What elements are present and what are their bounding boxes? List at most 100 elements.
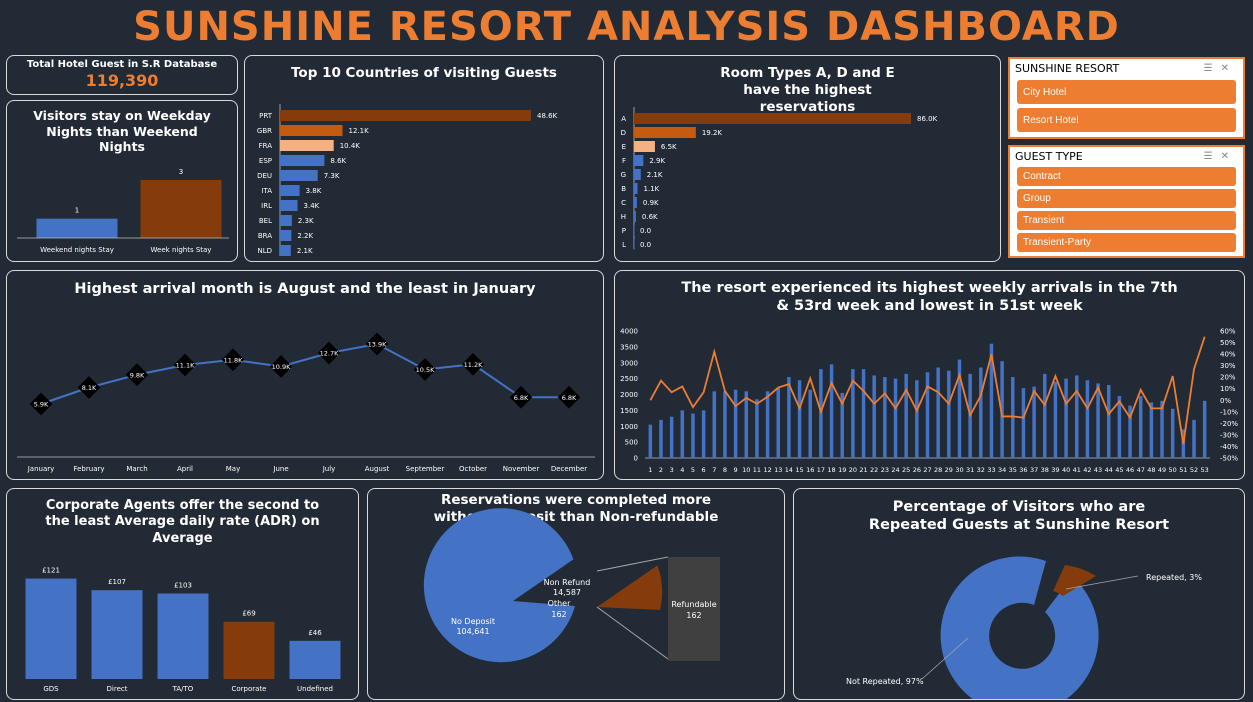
tick-label: E [622, 143, 626, 151]
bar [280, 200, 298, 211]
bar [893, 378, 898, 458]
adr-panel: Corporate Agents offer the second to the… [6, 488, 359, 700]
tick-label: H [621, 213, 626, 221]
bar [776, 388, 781, 458]
other-label: Other [548, 599, 571, 608]
bar [634, 197, 637, 208]
data-label: 12.1K [348, 127, 369, 135]
slicer-item-transient[interactable]: Transient [1017, 211, 1236, 230]
data-label: 2.2K [297, 232, 313, 240]
bar [634, 127, 696, 138]
tick-label: 52 [1190, 466, 1198, 474]
tick-label: 32 [977, 466, 985, 474]
slicer-item-group[interactable]: Group [1017, 189, 1236, 208]
bar [765, 391, 770, 458]
other-value: 162 [551, 610, 566, 619]
tick-label: 10 [742, 466, 750, 474]
bar [1106, 384, 1111, 458]
tick-label: A [621, 115, 626, 123]
bar [851, 369, 855, 458]
data-label: 11.8K [224, 356, 243, 364]
tick-label: 51 [1179, 466, 1187, 474]
tick-label: 1 [648, 466, 652, 474]
bar [280, 170, 318, 181]
bar [755, 399, 759, 458]
y2-tick-label: 0% [1220, 397, 1231, 405]
bar [957, 359, 962, 458]
slicer-item-contract[interactable]: Contract [1017, 167, 1236, 186]
resort-slicer-header: SUNSHINE RESORT [1015, 62, 1120, 75]
tick-label: 31 [966, 466, 974, 474]
kpi-value: 119,390 [85, 71, 159, 90]
not-repeated-label: Not Repeated, 97% [846, 677, 924, 686]
bar [797, 380, 802, 458]
tick-label: DEU [257, 172, 272, 180]
refundable-bar [668, 557, 720, 661]
bar [691, 413, 695, 458]
y2-tick-label: 20% [1220, 374, 1236, 382]
tick-label: November [503, 465, 540, 473]
bar [872, 375, 876, 458]
tick-label: FRA [259, 142, 273, 150]
bar [280, 110, 531, 121]
tick-label: 39 [1051, 466, 1059, 474]
y2-tick-label: -20% [1220, 420, 1238, 428]
tick-label: 14 [785, 466, 793, 474]
data-label: 10.4K [340, 142, 361, 150]
adr-chart: £121 GDS £107 Direct £103 TA/TO £69 Corporate £4… [25, 567, 341, 693]
tick-label: 19 [838, 466, 846, 474]
slicer-item-transient-party[interactable]: Transient-Party [1017, 233, 1236, 252]
bar [223, 621, 275, 679]
bar [883, 377, 887, 458]
bar [280, 215, 292, 226]
tick-label: GDS [43, 685, 59, 693]
deposit-panel: Reservations were completed more without… [367, 488, 785, 700]
tick-label: F [622, 157, 626, 165]
deposit-chart: No Deposit 104,641 Non Refund 14,587 Oth… [423, 508, 720, 663]
data-label: 1 [75, 207, 79, 215]
connector-line [596, 556, 669, 572]
tick-label: NLD [257, 247, 272, 255]
y2-tick-label: 10% [1220, 385, 1236, 393]
tick-label: 35 [1009, 466, 1017, 474]
tick-label: Week nights Stay [151, 246, 212, 254]
not-repeated-leader [921, 637, 969, 680]
tick-label: C [621, 199, 626, 207]
repeated-slice [1053, 565, 1096, 596]
tick-label: 47 [1137, 466, 1145, 474]
tick-label: TA/TO [172, 685, 194, 693]
tick-label: 12 [763, 466, 771, 474]
adr-title: Corporate Agents offer the second to the… [45, 498, 320, 546]
slicer-item-city-hotel[interactable]: City Hotel [1017, 80, 1236, 104]
multi-select-icon[interactable]: ☰✕ [1203, 63, 1237, 74]
bar [289, 640, 341, 679]
bar [1160, 400, 1164, 458]
clear-filter-icon[interactable]: ☰✕ [1203, 151, 1237, 162]
data-label: 11.2K [464, 361, 483, 369]
bar [634, 169, 641, 180]
countries-title: Top 10 Countries of visiting Guests [291, 65, 557, 81]
tick-label: 48 [1147, 466, 1155, 474]
slicer-item-resort-hotel[interactable]: Resort Hotel [1017, 108, 1236, 132]
tick-label: September [406, 465, 445, 473]
data-label: 2.3K [298, 217, 314, 225]
bar [1043, 373, 1047, 458]
tick-label: 6 [702, 466, 706, 474]
data-label: 0.9K [643, 199, 659, 207]
data-label: 6.5K [661, 143, 677, 151]
bar [648, 424, 653, 458]
tick-label: October [459, 465, 487, 473]
tick-label: 42 [1083, 466, 1091, 474]
bar [634, 225, 635, 236]
repeated-label: Repeated, 3% [1146, 573, 1202, 582]
data-label: 1.1K [644, 185, 660, 193]
tick-label: D [621, 129, 626, 137]
bar [1117, 396, 1122, 458]
y-tick-label: 1500 [620, 407, 638, 415]
bar [1021, 388, 1026, 458]
bar [808, 389, 812, 458]
bar [861, 369, 866, 458]
kpi-label: Total Hotel Guest in S.R Database [26, 59, 218, 70]
tick-label: 40 [1062, 466, 1070, 474]
tick-label: BRA [258, 232, 272, 240]
